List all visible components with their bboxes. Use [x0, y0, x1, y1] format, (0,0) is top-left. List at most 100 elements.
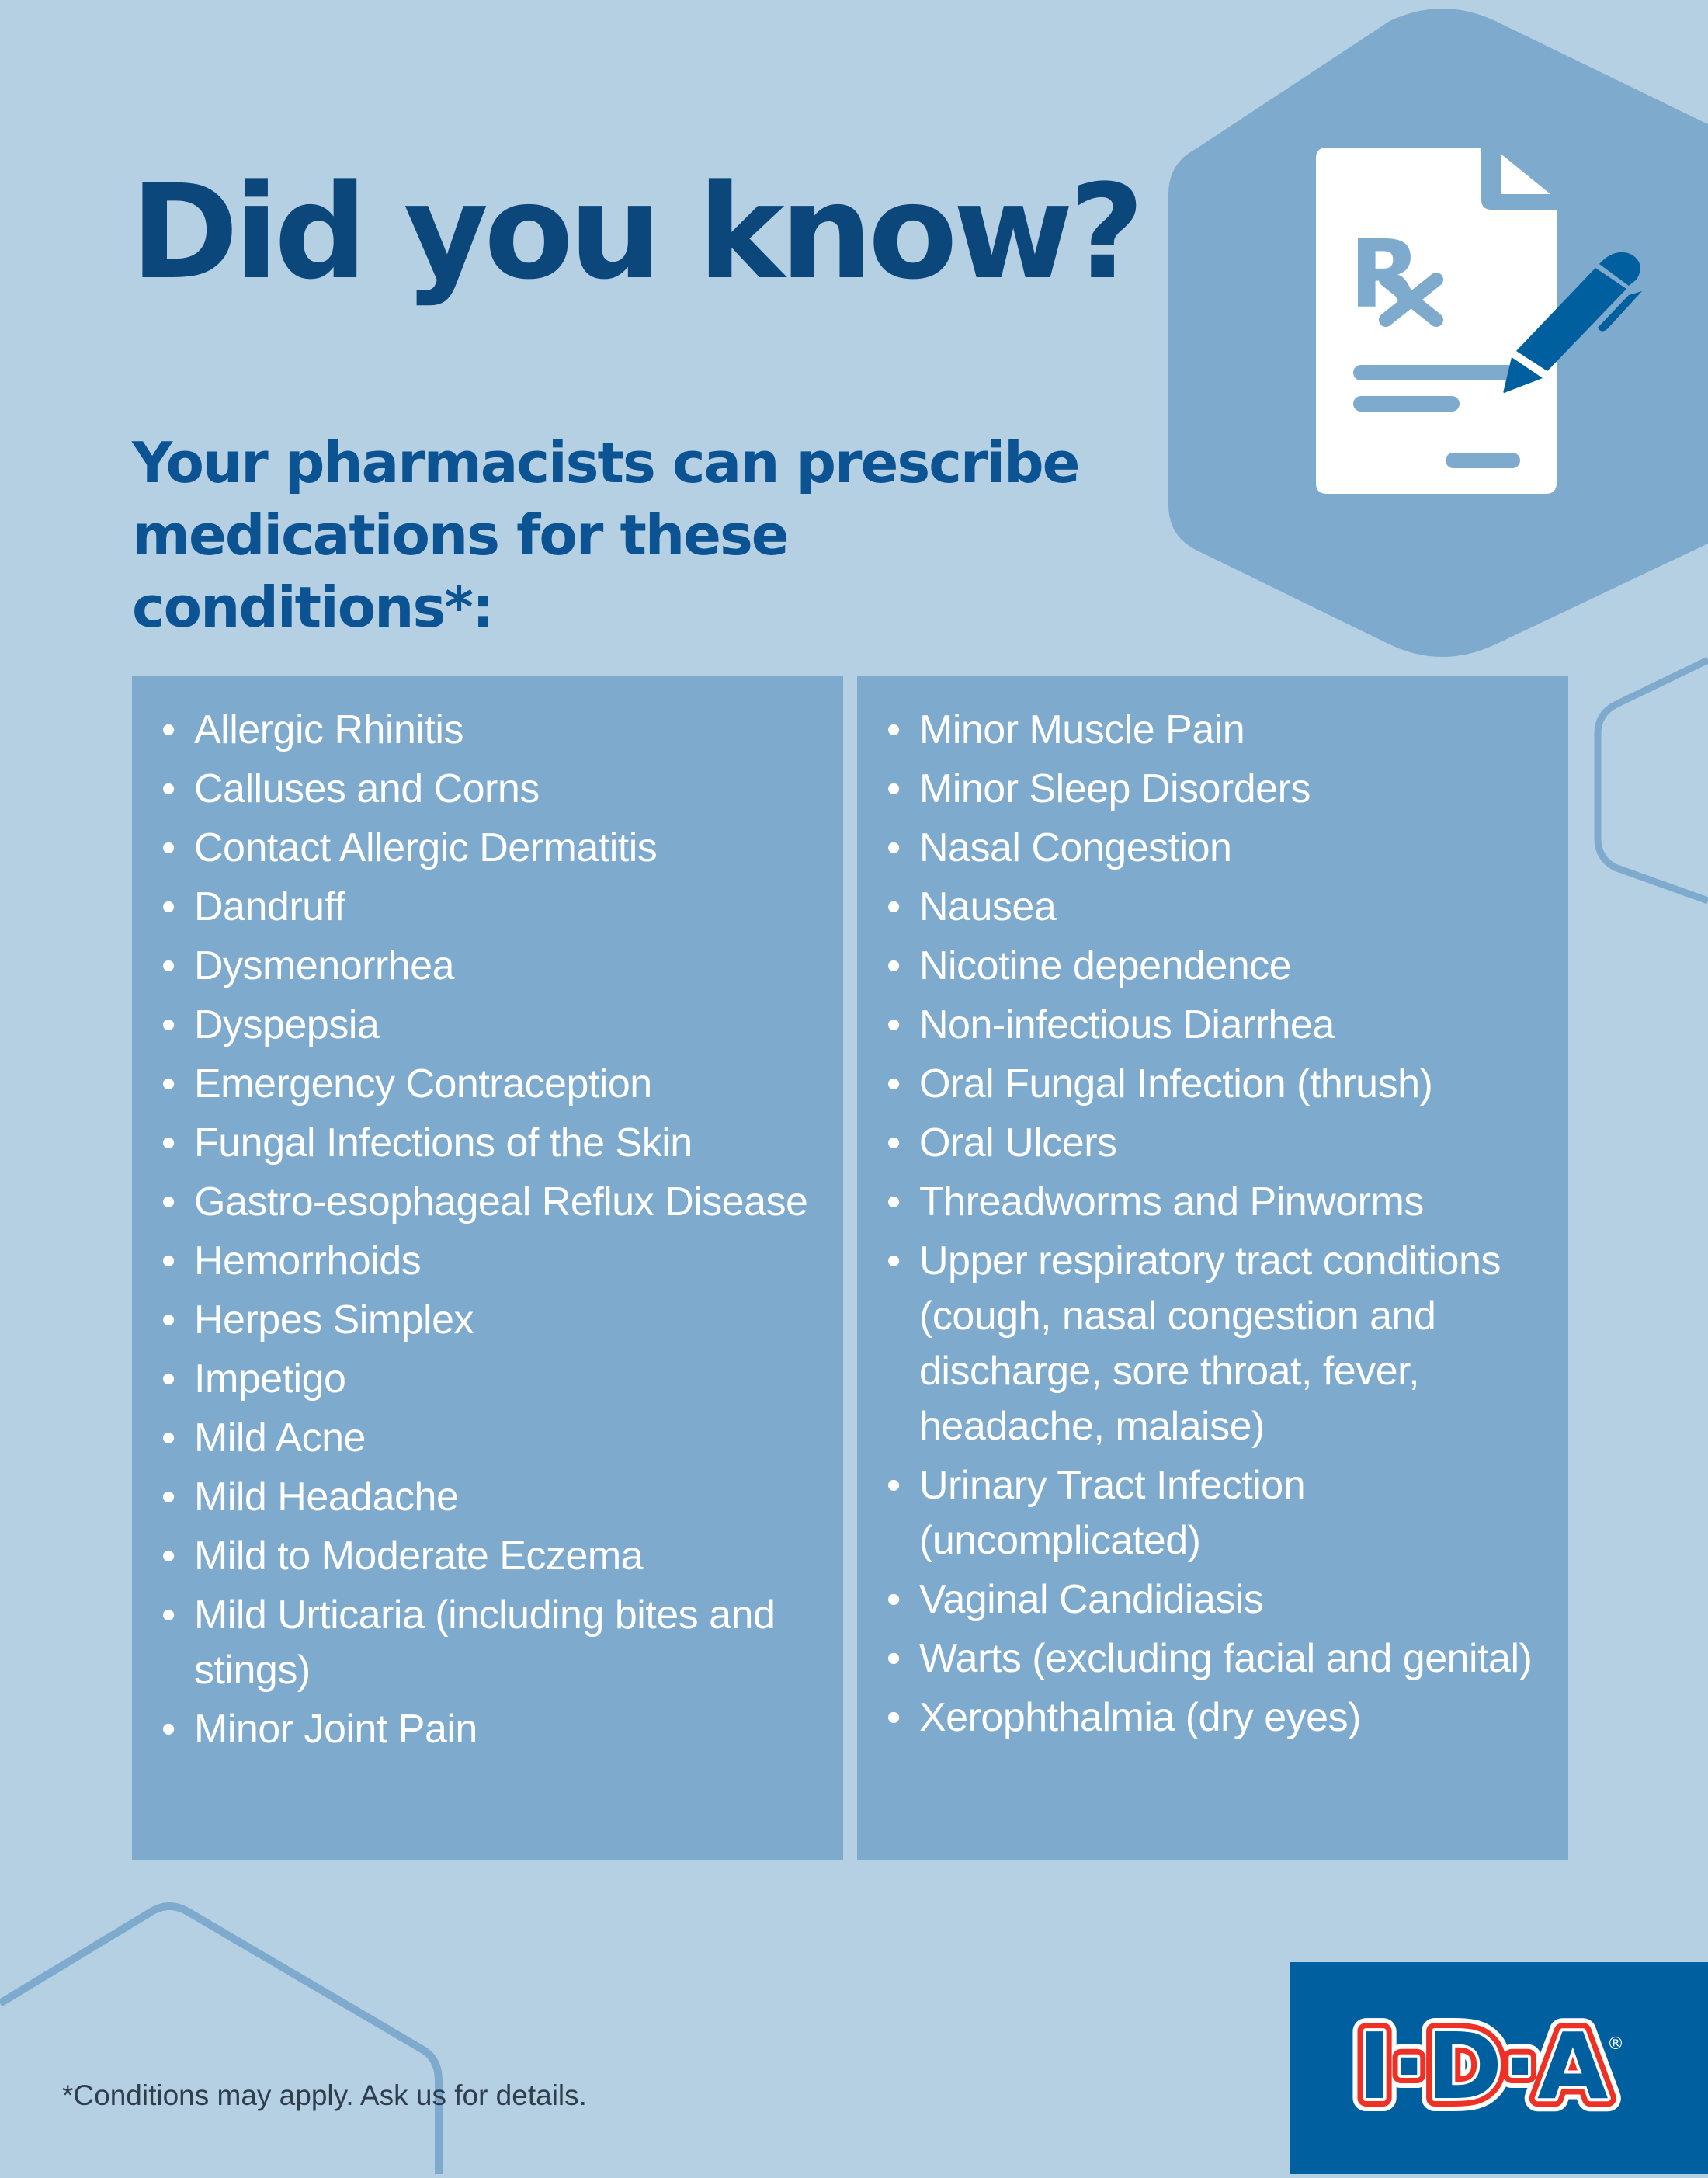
condition-label: Mild Urticaria (including bites and stin…: [194, 1593, 776, 1693]
condition-item: • Upper respiratory tract conditions (cou…: [887, 1234, 1553, 1454]
condition-label: Dyspepsia: [194, 1002, 380, 1047]
condition-item: • Allergic Rhinitis: [161, 703, 828, 758]
condition-label: Upper respiratory tract conditions (coug…: [919, 1238, 1501, 1449]
conditions-list-left: • Allergic Rhinitis • Calluses and Corns • Co…: [132, 676, 843, 1860]
bullet-icon: •: [887, 766, 901, 811]
condition-label: Dysmenorrhea: [194, 943, 455, 988]
condition-item: • Dyspepsia: [161, 998, 828, 1053]
bullet-icon: •: [887, 1238, 901, 1284]
hexagon-outline-right: [1594, 656, 1708, 905]
bullet-icon: •: [887, 1179, 901, 1224]
condition-label: Nasal Congestion: [919, 825, 1232, 870]
bullet-icon: •: [161, 766, 175, 811]
page-title: Did you know?: [130, 156, 1144, 308]
svg-text:I·D·A: I·D·A: [1358, 2013, 1609, 2120]
bullet-icon: •: [161, 1534, 175, 1579]
condition-item: • Mild Acne: [161, 1411, 828, 1466]
condition-item: • Gastro-esophageal Reflux Disease: [161, 1175, 828, 1230]
bullet-icon: •: [161, 1297, 175, 1343]
ida-logo: I·D·A I·D·A I·D·A ®: [1290, 1962, 1708, 2174]
bullet-icon: •: [161, 1002, 175, 1047]
condition-label: Non-infectious Diarrhea: [919, 1002, 1335, 1047]
bullet-icon: •: [161, 1238, 175, 1284]
bullet-icon: •: [887, 884, 901, 929]
bullet-icon: •: [161, 1179, 175, 1224]
condition-item: • Threadworms and Pinworms: [887, 1175, 1553, 1230]
bullet-icon: •: [161, 1416, 175, 1461]
bullet-icon: •: [887, 1002, 901, 1047]
ida-logo-mark: I·D·A I·D·A I·D·A ®: [1345, 1999, 1624, 2133]
bullet-icon: •: [161, 707, 175, 752]
condition-item: • Fungal Infections of the Skin: [161, 1116, 828, 1171]
condition-item: • Impetigo: [161, 1352, 828, 1407]
registered-mark: ®: [1607, 2034, 1624, 2054]
pen-icon: [1503, 252, 1642, 393]
condition-label: Xerophthalmia (dry eyes): [919, 1695, 1361, 1740]
bullet-icon: •: [161, 1475, 175, 1520]
condition-item: • Urinary Tract Infection (uncomplicated): [887, 1458, 1553, 1568]
bullet-icon: •: [161, 1061, 175, 1106]
condition-label: Mild Headache: [194, 1475, 459, 1520]
bullet-icon: •: [161, 1593, 175, 1638]
bullet-icon: •: [161, 884, 175, 929]
condition-item: • Nicotine dependence: [887, 939, 1553, 994]
condition-item: • Mild to Moderate Eczema: [161, 1529, 828, 1584]
condition-label: Contact Allergic Dermatitis: [194, 825, 658, 870]
condition-label: Hemorrhoids: [194, 1238, 422, 1284]
condition-label: Calluses and Corns: [194, 766, 540, 811]
condition-item: • Xerophthalmia (dry eyes): [887, 1690, 1553, 1746]
condition-label: Minor Joint Pain: [194, 1707, 477, 1752]
condition-label: Urinary Tract Infection (uncomplicated): [919, 1463, 1306, 1563]
condition-item: • Hemorrhoids: [161, 1234, 828, 1289]
page-subtitle: Your pharmacists can prescribe medicatio…: [132, 430, 1080, 640]
condition-item: • Warts (excluding facial and genital): [887, 1631, 1553, 1686]
condition-label: Oral Ulcers: [919, 1120, 1117, 1165]
bullet-icon: •: [887, 1061, 901, 1106]
bullet-icon: •: [887, 707, 901, 752]
bullet-icon: •: [887, 1577, 901, 1622]
condition-item: • Non-infectious Diarrhea: [887, 998, 1553, 1053]
condition-label: Impetigo: [194, 1356, 346, 1402]
condition-label: Minor Sleep Disorders: [919, 766, 1311, 811]
condition-label: Oral Fungal Infection (thrush): [919, 1061, 1433, 1106]
condition-item: • Nasal Congestion: [887, 821, 1553, 876]
condition-label: Minor Muscle Pain: [919, 707, 1245, 752]
condition-item: • Calluses and Corns: [161, 762, 828, 817]
condition-label: Threadworms and Pinworms: [919, 1179, 1424, 1224]
condition-label: Fungal Infections of the Skin: [194, 1120, 693, 1165]
bullet-icon: •: [161, 1356, 175, 1402]
bullet-icon: •: [887, 1120, 901, 1165]
condition-label: Dandruff: [194, 884, 345, 929]
condition-label: Mild to Moderate Eczema: [194, 1534, 644, 1579]
condition-item: • Vaginal Candidiasis: [887, 1572, 1553, 1627]
svg-text:I·D·A: I·D·A: [1358, 2013, 1609, 2120]
hexagon-outline-bottom-left: [0, 1902, 443, 2174]
condition-item: • Dandruff: [161, 880, 828, 935]
condition-item: • Herpes Simplex: [161, 1293, 828, 1348]
bullet-icon: •: [161, 825, 175, 870]
condition-label: Gastro-esophageal Reflux Disease: [194, 1179, 808, 1224]
condition-label: Herpes Simplex: [194, 1297, 474, 1343]
condition-label: Mild Acne: [194, 1416, 366, 1461]
condition-item: • Emergency Contraception: [161, 1057, 828, 1112]
bullet-icon: •: [887, 943, 901, 988]
conditions-list-right: • Minor Muscle Pain • Minor Sleep Disorders…: [857, 676, 1568, 1860]
logo-text: I·D·A: [1358, 2013, 1609, 2120]
condition-label: Allergic Rhinitis: [194, 707, 463, 752]
condition-item: • Oral Fungal Infection (thrush): [887, 1057, 1553, 1112]
condition-label: Nicotine dependence: [919, 943, 1292, 988]
condition-item: • Contact Allergic Dermatitis: [161, 821, 828, 876]
condition-item: • Minor Sleep Disorders: [887, 762, 1553, 817]
bullet-icon: •: [887, 825, 901, 870]
condition-item: • Dysmenorrhea: [161, 939, 828, 994]
bullet-icon: •: [161, 1707, 175, 1752]
condition-item: • Minor Muscle Pain: [887, 703, 1553, 758]
condition-label: Emergency Contraception: [194, 1061, 652, 1106]
bullet-icon: •: [161, 1120, 175, 1165]
bullet-icon: •: [887, 1695, 901, 1740]
footnote: *Conditions may apply. Ask us for detail…: [62, 2079, 587, 2111]
condition-item: • Mild Headache: [161, 1470, 828, 1525]
condition-label: Nausea: [919, 884, 1057, 929]
bullet-icon: •: [887, 1463, 901, 1508]
